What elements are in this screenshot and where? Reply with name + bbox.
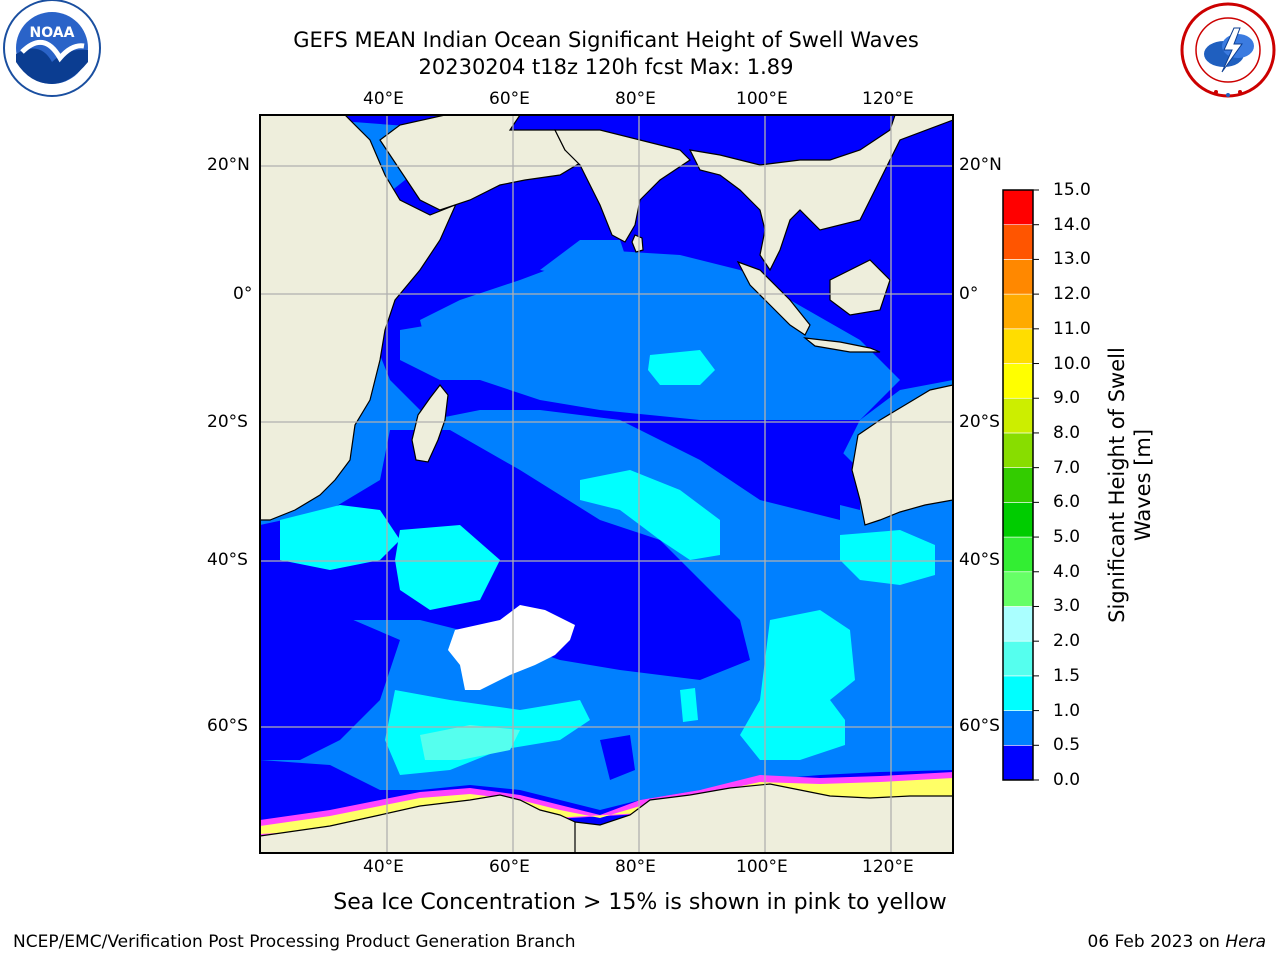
lon-label-top-100e: 100°E [736,89,788,109]
lat-label-left-20s: 20°S [207,412,248,432]
map-subtitle: 20230204 t18z 120h fcst Max: 1.89 [418,55,794,79]
colorbar-tick-label: 9.0 [1053,388,1081,409]
land-sumatra [736,260,811,336]
footer-host: Hera [1225,932,1266,952]
colorbar-frame [1002,189,1034,781]
land-madagascar [411,384,449,463]
colorbar-tick-label: 0.5 [1053,735,1081,756]
swell-region-low-west [260,600,400,760]
lon-label-bottom-100e: 100°E [736,857,788,877]
sea-ice-caption: Sea Ice Concentration > 15% is shown in … [333,890,947,915]
footer-credit: NCEP/EMC/Verification Post Processing Pr… [13,932,576,952]
land-antarctica-east [574,783,953,853]
colorbar-swatch [1002,467,1034,503]
swell-region-low-south [260,430,750,680]
lat-label-right-20s: 20°S [959,412,1000,432]
swell-region-low-east [780,440,860,510]
colorbar-swatch [1002,363,1034,399]
colorbar-swatch [1002,606,1034,642]
land-india [554,129,691,243]
swell-region-low-antarctic-2 [600,735,635,780]
colorbar-swatch [1002,397,1034,434]
land-australia [851,384,953,526]
colorbar-swatch [1002,710,1034,746]
lat-label-right-20n: 20°N [959,155,1002,175]
lat-label-right-40s: 40°S [959,550,1000,570]
map-title: GEFS MEAN Indian Ocean Significant Heigh… [293,28,919,52]
lon-label-top-60e: 60°E [489,89,530,109]
land-southeast-asia [688,115,953,272]
lat-label-left-20n: 20°N [207,155,250,175]
colorbar-tick-label: 10.0 [1053,353,1091,374]
colorbar-swatch [1002,744,1034,781]
land-java [802,337,881,353]
swell-region-cyan-9 [680,688,698,722]
colorbar-swatch [1002,293,1034,330]
footer-date-text: 06 Feb 2023 on [1087,932,1226,952]
colorbar-tick-label: 7.0 [1053,457,1081,478]
swell-region-cyan-8 [420,725,520,760]
colorbar-tick-label: 8.0 [1053,422,1081,443]
colorbar-swatch [1002,328,1034,364]
noaa-logo-icon: NOAA [3,0,101,97]
lon-label-top-120e: 120°E [862,89,914,109]
lat-label-right-0: 0° [959,284,979,304]
colorbar-tick-label: 0.0 [1053,770,1081,790]
colorbar-tick-label: 6.0 [1053,492,1081,513]
lon-label-bottom-120e: 120°E [862,857,914,877]
colorbar-tick-label: 11.0 [1053,318,1091,339]
noaa-logo-text: NOAA [30,25,75,41]
map-plot-area [260,115,953,853]
lon-label-top-40e: 40°E [363,89,404,109]
colorbar-swatch [1002,502,1034,538]
colorbar-swatch [1002,640,1034,677]
colorbar-tick-label: 2.0 [1053,631,1081,652]
colorbar-tick-label: 4.0 [1053,561,1081,582]
land-borneo [829,259,891,316]
colorbar-swatch [1002,536,1034,573]
colorbar-swatch [1002,571,1034,607]
lat-label-left-0: 0° [233,284,253,304]
swell-region-cyan-5 [840,530,935,585]
lon-label-top-80e: 80°E [615,89,656,109]
graticule [260,115,953,853]
lat-label-right-60s: 60°S [959,716,1000,736]
swell-region-equatorial [420,250,900,420]
colorbar-swatch [1002,259,1034,295]
lat-label-left-60s: 60°S [207,716,248,736]
swell-region-cyan-4 [648,350,715,385]
colorbar-tick-label: 5.0 [1053,527,1081,548]
colorbar-swatch [1002,675,1034,711]
colorbar-swatch [1002,224,1034,260]
map-frame [259,114,954,854]
land-antarctica [260,794,581,853]
swell-region-cyan-1 [280,505,400,570]
swell-region-cyan-3 [580,470,720,560]
colorbar-tick-label: 12.0 [1053,284,1091,305]
lon-label-bottom-60e: 60°E [489,857,530,877]
colorbar-tick-label: 13.0 [1053,249,1091,270]
colorbar [1002,189,1034,781]
colorbar-tick-label: 1.5 [1053,665,1081,686]
lat-label-left-40s: 40°S [207,550,248,570]
colorbar-swatch [1002,189,1034,226]
colorbar-title: Significant Height of Swell Waves [m] [1105,347,1155,623]
footer-date: 06 Feb 2023 on Hera [1088,932,1266,952]
swell-region-cyan-6 [740,610,855,760]
land-africa [260,115,461,521]
lon-label-bottom-80e: 80°E [615,857,656,877]
swell-region-bay-light [540,240,630,280]
lon-label-bottom-40e: 40°E [363,857,404,877]
colorbar-tick-label: 15.0 [1053,180,1091,200]
nws-logo-icon [1180,2,1276,98]
colorbar-tick-label: 1.0 [1053,700,1081,721]
colorbar-swatch [1002,432,1034,468]
colorbar-tick-label: 14.0 [1053,214,1091,235]
land-arabia [379,115,587,211]
colorbar-tick-label: 3.0 [1053,596,1081,617]
swell-region-arabian-light [400,320,520,380]
no-data-region [448,605,575,690]
swell-region-cyan-2 [395,525,500,610]
